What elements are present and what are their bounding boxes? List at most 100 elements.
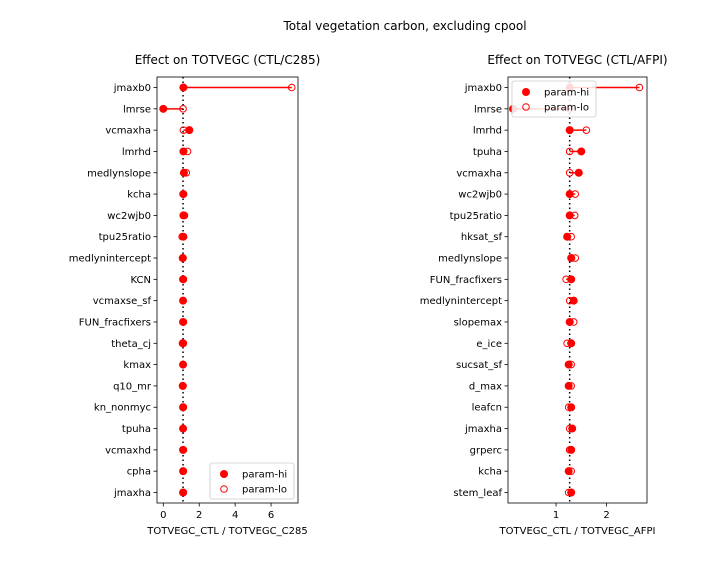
param-lo-point xyxy=(565,168,574,177)
param-lo-point xyxy=(562,275,570,284)
param-hi-point xyxy=(567,339,576,348)
param-lo-point xyxy=(179,296,187,305)
y-tick-label: jmaxb0 xyxy=(464,83,502,94)
legend-label: param-lo xyxy=(242,485,287,496)
legend-box xyxy=(209,462,295,500)
param-hi-point xyxy=(567,254,576,263)
param-lo-point xyxy=(563,339,571,348)
y-tick-label: wc2wjb0 xyxy=(107,211,151,222)
y-tick-label: vcmaxha xyxy=(456,168,502,179)
y-tick-label: tpu25ratio xyxy=(450,211,502,222)
y-tick-label: q10_mr xyxy=(113,381,152,392)
x-tick-label: 0 xyxy=(160,510,166,521)
param-hi-point xyxy=(179,168,188,177)
y-tick-label: medlynintercept xyxy=(69,254,151,265)
param-lo-point xyxy=(179,360,187,369)
y-tick-label: jmaxha xyxy=(113,488,151,499)
param-lo-point xyxy=(567,232,575,241)
param-hi-point xyxy=(565,317,574,326)
y-tick-label: FUN_fracfixers xyxy=(430,275,502,286)
legend: param-hi param-lo xyxy=(209,462,295,500)
y-tick-label: stem_leaf xyxy=(453,488,502,499)
y-tick-label: KCN xyxy=(131,275,151,286)
param-hi-point xyxy=(563,232,572,241)
axes-frame xyxy=(507,76,648,504)
y-tick-label: medlynslope xyxy=(87,168,151,179)
x-axis-label: TOTVEGC_CTL / TOTVEGC_AFPI xyxy=(499,526,656,537)
y-tick-label: cpha xyxy=(127,467,151,478)
legend-marker-filled xyxy=(220,470,228,478)
param-lo-point xyxy=(569,318,578,326)
y-tick-label: tpuha xyxy=(122,424,151,435)
chart-panels: Effect on TOTVEGC (CTL/C285) jmaxb0 lmrse v… xyxy=(69,53,668,537)
y-tick-label: lmrse xyxy=(123,104,151,115)
y-tick-label: medlynslope xyxy=(438,254,502,265)
y-tick-label: kn_nonmyc xyxy=(94,403,151,414)
y-tick-label: vcmaxse_sf xyxy=(93,296,152,307)
legend: param-hi param-lo xyxy=(511,80,597,118)
param-lo-point xyxy=(582,126,591,134)
param-lo-point xyxy=(567,360,575,369)
y-tick-label: jmaxb0 xyxy=(113,83,151,94)
param-hi-point xyxy=(564,467,573,476)
y-tick-label: wc2wjb0 xyxy=(458,190,502,201)
y-tick-label: FUN_fracfixers xyxy=(79,317,151,328)
param-lo-point xyxy=(179,190,187,198)
param-hi-point xyxy=(159,104,168,113)
param-lo-point xyxy=(564,403,573,412)
param-lo-point xyxy=(179,488,188,497)
param-lo-point xyxy=(183,147,192,156)
y-tick-label: lmrhd xyxy=(473,126,502,137)
param-lo-point xyxy=(178,232,186,241)
x-axis-label: TOTVEGC_CTL / TOTVEGC_C285 xyxy=(146,526,307,537)
param-hi-point xyxy=(574,168,583,177)
y-tick-label: slopemax xyxy=(454,317,502,328)
y-tick-label: tpu25ratio xyxy=(99,232,151,243)
param-lo-point xyxy=(570,211,579,220)
param-lo-point xyxy=(182,168,191,177)
param-lo-point xyxy=(565,296,574,305)
param-lo-point xyxy=(179,424,187,433)
x-tick-label: 2 xyxy=(603,510,609,521)
param-lo-point xyxy=(179,403,188,412)
y-tick-label: medlynintercept xyxy=(420,296,502,307)
y-tick-label: sucsat_sf xyxy=(456,360,503,371)
param-lo-point xyxy=(179,318,188,326)
param-hi-point xyxy=(185,126,194,135)
legend-marker-filled xyxy=(522,88,530,96)
param-hi-point xyxy=(564,381,573,390)
y-tick-label: theta_cj xyxy=(111,339,151,350)
chart-panel-2: Effect on TOTVEGC (CTL/AFPI) jmaxb0 lmrse l… xyxy=(420,53,668,537)
param-lo-point xyxy=(179,254,187,262)
legend-label: param-hi xyxy=(544,88,589,99)
y-tick-label: e_ice xyxy=(476,339,502,350)
y-tick-label: d_max xyxy=(469,381,502,392)
param-hi-point xyxy=(567,488,576,497)
x-tick-label: 2 xyxy=(196,510,202,521)
param-hi-point xyxy=(179,83,188,92)
param-lo-point xyxy=(179,382,187,390)
axes-frame xyxy=(156,76,299,504)
figure-suptitle: Total vegetation carbon, excluding cpool xyxy=(282,19,526,33)
x-tick-label: 1 xyxy=(553,510,559,521)
y-tick-label: vcmaxha xyxy=(105,126,151,137)
param-lo-point xyxy=(180,211,189,220)
legend-box xyxy=(511,80,597,118)
legend-label: param-hi xyxy=(242,470,287,481)
param-lo-point xyxy=(179,126,188,134)
param-hi-point xyxy=(567,403,576,412)
param-lo-point xyxy=(179,275,188,284)
param-lo-point xyxy=(179,339,188,348)
y-tick-label: lmrse xyxy=(474,104,502,115)
y-tick-label: tpuha xyxy=(473,147,502,158)
legend-label: param-lo xyxy=(544,103,589,114)
y-tick-label: lmrhd xyxy=(122,147,151,158)
y-tick-label: kcha xyxy=(478,467,502,478)
param-hi-point xyxy=(564,360,573,369)
param-lo-point xyxy=(567,382,575,390)
y-tick-label: kmax xyxy=(123,360,151,371)
param-lo-point xyxy=(179,446,188,454)
chart-title: Effect on TOTVEGC (CTL/AFPI) xyxy=(487,53,667,67)
param-lo-point xyxy=(287,83,296,92)
